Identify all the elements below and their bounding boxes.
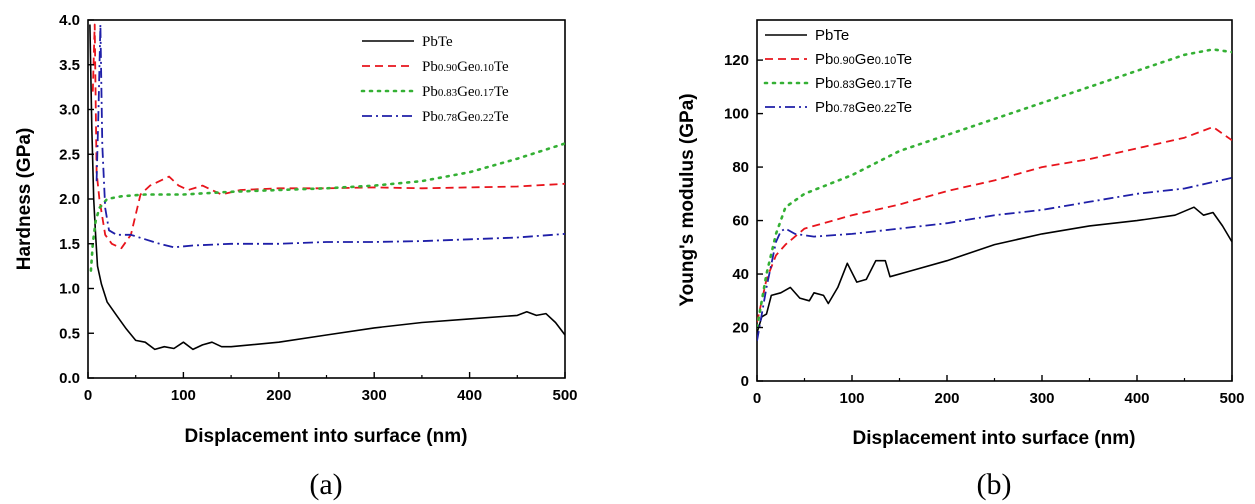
legend-b: PbTe Pb0.90Ge0.10Te Pb0.83Ge0.17Te Pb0.78Ge…: [763, 27, 912, 116]
y-tick-label: 40: [732, 266, 749, 283]
legend-label: PbTe: [422, 34, 453, 50]
legend-label: PbTe: [815, 27, 849, 44]
x-tick-label: 400: [457, 387, 482, 404]
y-tick-label: 60: [732, 213, 749, 230]
series-line-b-0: [757, 206, 1232, 334]
x-tick-label: 500: [1219, 390, 1244, 407]
series-line-b-1: [757, 126, 1232, 323]
y-tick-label: 80: [732, 159, 749, 176]
series-lines-a: [89, 23, 565, 351]
x-tick-label: 200: [266, 387, 291, 404]
x-tick-label: 100: [839, 390, 864, 407]
series-line-a-3: [95, 23, 565, 249]
chart-a: 0 100 200 300 400 500 0.0 0.5 1.0 1.5 2.0 2.5 3.0 3.5…: [14, 12, 578, 501]
x-tick-label: 0: [84, 387, 92, 404]
y-tick-label: 0.0: [59, 370, 80, 387]
y-tick-label: 120: [724, 52, 749, 69]
series-line-b-2: [757, 48, 1232, 329]
y-tick-label: 1.5: [59, 236, 80, 253]
x-axis-label-b: Displacement into surface (nm): [853, 428, 1136, 449]
series-line-a-2: [89, 142, 565, 272]
y-axis-label-b: Young's modulus (GPa): [677, 93, 698, 306]
legend-label: Pb0.90Ge0.10Te: [422, 59, 509, 75]
x-tick-label: 100: [171, 387, 196, 404]
axis-ticks-b: 0 100 200 300 400 500 0 20 40 60 80 100 120: [724, 52, 1245, 407]
chart-b: 0 100 200 300 400 500 0 20 40 60 80 100 120 PbTe Pb0.…: [677, 19, 1245, 501]
legend-label: Pb0.78Ge0.22Te: [815, 99, 912, 116]
y-tick-label: 0.5: [59, 325, 80, 342]
y-tick-label: 20: [732, 320, 749, 337]
series-line-a-1: [91, 23, 565, 250]
caption-b: (b): [977, 468, 1012, 501]
y-tick-label: 0: [741, 373, 749, 390]
y-tick-label: 3.0: [59, 102, 80, 119]
x-tick-label: 400: [1124, 390, 1149, 407]
y-axis-label-a: Hardness (GPa): [14, 128, 35, 271]
x-tick-label: 200: [934, 390, 959, 407]
x-tick-label: 500: [552, 387, 577, 404]
x-tick-label: 300: [1029, 390, 1054, 407]
y-tick-label: 4.0: [59, 12, 80, 29]
x-axis-label-a: Displacement into surface (nm): [185, 426, 468, 447]
y-tick-label: 2.0: [59, 191, 80, 208]
y-tick-label: 3.5: [59, 57, 80, 74]
legend-label: Pb0.90Ge0.10Te: [815, 51, 912, 68]
axis-ticks-a: 0 100 200 300 400 500 0.0 0.5 1.0 1.5 2.0 2.5 3.0 3.5…: [59, 12, 577, 404]
series-line-b-3: [757, 176, 1232, 342]
y-tick-label: 2.5: [59, 146, 80, 163]
legend-label: Pb0.78Ge0.22Te: [422, 109, 509, 125]
series-line-a-0: [89, 24, 565, 351]
caption-a: (a): [309, 468, 342, 501]
y-tick-label: 100: [724, 106, 749, 123]
legend-a: PbTe Pb0.90Ge0.10Te Pb0.83Ge0.17Te Pb0.78Ge…: [360, 34, 509, 125]
x-tick-label: 300: [362, 387, 387, 404]
x-tick-label: 0: [753, 390, 761, 407]
series-lines-b: [757, 48, 1232, 342]
y-tick-label: 1.0: [59, 281, 80, 298]
legend-label: Pb0.83Ge0.17Te: [815, 75, 912, 92]
legend-label: Pb0.83Ge0.17Te: [422, 84, 509, 100]
